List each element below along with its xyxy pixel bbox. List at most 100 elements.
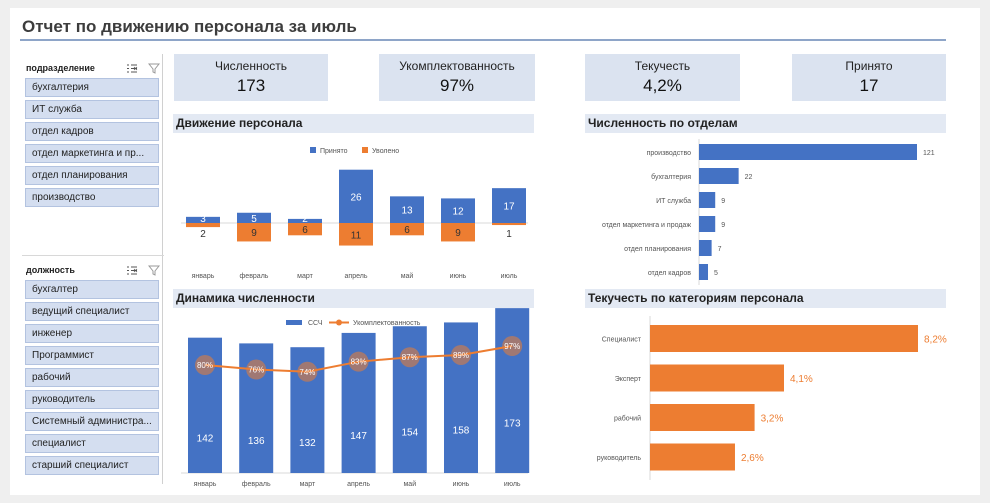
data-label: 4,1% — [790, 374, 813, 385]
data-label-hired: 3 — [200, 214, 206, 225]
data-label-fired: 2 — [200, 229, 206, 240]
slicer-separator — [22, 255, 164, 256]
slicer-item[interactable]: бухгалтерия — [25, 78, 159, 97]
bar-dept — [699, 216, 716, 232]
y-tick-label: производство — [647, 150, 692, 157]
multi-select-icon[interactable] — [126, 63, 138, 74]
chart-dynamics: ССЧ Укомплектованность 142 январь 136 февраль… — [181, 308, 530, 488]
data-label-fired: 9 — [455, 228, 461, 239]
bar-fired — [339, 223, 373, 246]
kpi-card-turnover: Текучесть 4,2% — [585, 54, 740, 101]
slicer-item[interactable]: отдел кадров — [25, 122, 159, 141]
data-label-fired: 1 — [506, 229, 512, 240]
data-label-hired: 2 — [302, 214, 308, 225]
data-label-staffing: 76% — [248, 366, 264, 375]
data-label-fired: 9 — [251, 228, 257, 239]
x-tick-label: март — [297, 273, 313, 280]
kpi-card-staffing: Укомплектованность 97% — [379, 54, 535, 101]
slicer-item[interactable]: производство — [25, 188, 159, 207]
bar-hired — [492, 188, 526, 223]
slicer-item[interactable]: старший специалист — [25, 456, 159, 475]
slicer-item[interactable]: инженер — [25, 324, 159, 343]
bar-dept — [699, 192, 716, 208]
data-label-headcount: 136 — [248, 436, 265, 447]
data-label-fired: 6 — [404, 225, 410, 236]
kpi-value: 17 — [859, 76, 879, 95]
slicer-item[interactable]: отдел маркетинга и пр... — [25, 144, 159, 163]
bar-fired — [288, 223, 322, 236]
bar-dept — [699, 168, 739, 184]
x-tick-label: май — [403, 480, 416, 488]
data-label: 121 — [923, 150, 935, 157]
point-staffing — [451, 344, 471, 365]
clear-filter-icon[interactable] — [148, 265, 160, 276]
data-label-staffing: 80% — [197, 361, 213, 370]
bar-fired — [237, 223, 271, 242]
slicer-item[interactable]: руководитель — [25, 390, 159, 409]
bar-hired — [441, 198, 475, 223]
data-label: 2,6% — [741, 453, 764, 464]
data-label-headcount: 147 — [350, 431, 367, 442]
data-label-staffing: 97% — [504, 342, 520, 351]
slicer-item[interactable]: бухгалтер — [25, 280, 159, 299]
chart-turnover: Специалист 8,2% Эксперт 4,1% рабочий 3,2% руко… — [597, 316, 947, 480]
data-label: 3,2% — [761, 414, 784, 425]
slicer-item[interactable]: Программист — [25, 346, 159, 365]
kpi-label: Принято — [845, 59, 893, 73]
panel-title-movement: Движение персонала — [173, 114, 534, 133]
y-tick-label: Эксперт — [615, 376, 642, 383]
bar-fired — [186, 223, 220, 228]
panel-title-by-dept: Численность по отделам — [585, 114, 946, 133]
bar-turnover — [650, 364, 784, 392]
legend-swatch-fired — [362, 147, 368, 153]
slicer-item[interactable]: ИТ служба — [25, 100, 159, 119]
legend-label-headcount: ССЧ — [308, 320, 323, 327]
x-tick-label: апрель — [345, 273, 368, 280]
kpi-value: 4,2% — [643, 76, 682, 95]
bar-hired — [186, 216, 220, 223]
panel-title-turnover: Текучесть по категориям персонала — [585, 289, 946, 308]
x-tick-label: февраль — [242, 481, 271, 488]
legend-marker-staffing — [336, 319, 342, 326]
multi-select-icon[interactable] — [126, 265, 138, 276]
data-label: 9 — [721, 198, 725, 205]
legend-label-fired: Уволено — [372, 148, 399, 155]
data-label: 7 — [718, 246, 722, 253]
data-label-headcount: 154 — [401, 428, 418, 439]
kpi-label: Численность — [214, 59, 288, 73]
kpi-value: 173 — [236, 76, 266, 95]
y-tick-label: отдел планирования — [624, 246, 691, 253]
kpi-card-hired: Принято 17 — [792, 54, 946, 101]
x-tick-label: июль — [501, 273, 518, 280]
slicer-item[interactable]: специалист — [25, 434, 159, 453]
data-label-hired: 5 — [251, 214, 257, 225]
slicer-title: должность — [26, 265, 75, 275]
kpi-label: Укомплектованность — [399, 59, 515, 73]
bar-fired — [390, 223, 424, 236]
slicer-item[interactable]: Системный администра... — [25, 412, 159, 431]
bar-fired — [492, 223, 526, 226]
data-label-staffing: 83% — [351, 358, 367, 367]
y-tick-label: Специалист — [602, 337, 642, 344]
title-underline — [20, 39, 946, 41]
data-label-hired: 13 — [401, 206, 413, 217]
slicer-item[interactable]: рабочий — [25, 368, 159, 387]
point-staffing — [348, 351, 369, 372]
y-tick-label: отдел маркетинга и продаж — [602, 222, 691, 229]
bar-hired — [390, 196, 424, 223]
data-label: 22 — [745, 174, 753, 181]
data-label-hired: 26 — [350, 192, 362, 203]
y-tick-label: руководитель — [597, 455, 642, 462]
bar-turnover — [650, 443, 735, 471]
slicer-item[interactable]: ведущий специалист — [25, 302, 159, 321]
data-label-fired: 6 — [302, 225, 308, 236]
slicer-divider — [162, 54, 163, 484]
y-tick-label: бухгалтерия — [651, 173, 691, 181]
data-label-hired: 12 — [452, 207, 464, 218]
bar-turnover — [650, 404, 755, 431]
data-label-headcount: 132 — [299, 438, 316, 449]
clear-filter-icon[interactable] — [148, 63, 160, 74]
x-tick-label: январь — [194, 481, 217, 488]
slicer-item[interactable]: отдел планирования — [25, 166, 159, 185]
slicer-title: подразделение — [26, 63, 95, 73]
